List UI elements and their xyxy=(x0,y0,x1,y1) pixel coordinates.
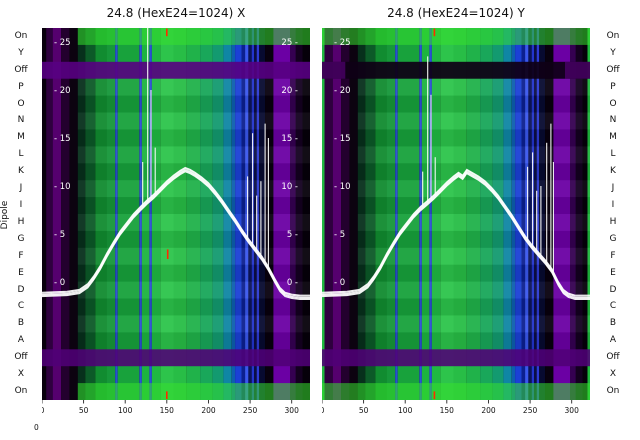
dipole-row-label: A xyxy=(609,335,617,346)
x-tick-label: 250 xyxy=(243,406,258,415)
y-inner-tick-left: - 25 xyxy=(334,38,351,48)
dipole-row-label: K xyxy=(610,166,616,177)
dipole-row-label: O xyxy=(609,98,617,109)
x-tick-label: 0 xyxy=(322,406,325,415)
dipole-row-label: X xyxy=(17,369,25,380)
dipole-row-label: E xyxy=(610,267,616,278)
dipole-row-label: H xyxy=(17,216,25,227)
x-tick-label: 100 xyxy=(118,406,133,415)
dipole-row-label: F xyxy=(610,250,616,261)
dipole-row-label: L xyxy=(18,149,24,160)
y-inner-tick-left: - 10 xyxy=(334,182,351,192)
dipole-row-label: P xyxy=(18,81,24,92)
y-inner-tick-right: 0 - xyxy=(287,278,298,288)
dipole-row-label: N xyxy=(17,115,25,126)
dipole-axis-right: On Y Off P O N M L K J I H G F E D C B A Off X On xyxy=(596,28,630,400)
y-inner-tick-right: 10 - xyxy=(281,182,298,192)
dipole-row-label: O xyxy=(17,98,25,109)
dipole-row-label: G xyxy=(609,233,617,244)
subplot-y: 24.8 (HexE24=1024) Y - 25 - 20 - 15 - 10 - 5… xyxy=(322,6,590,420)
dipole-row-label: On xyxy=(14,30,28,41)
heatmap-x-canvas: - 25 25 - - 20 20 - - 15 15 - - 10 10 - - 5 5 - - … xyxy=(42,28,310,415)
dipole-row-label: I xyxy=(19,200,23,211)
dipole-row-label: D xyxy=(17,284,25,295)
dipole-row-label: Y xyxy=(610,47,616,58)
dipole-row-label: A xyxy=(17,335,25,346)
dipole-row-label: B xyxy=(17,318,25,329)
dipole-row-label: C xyxy=(609,301,617,312)
dipole-row-label: Off xyxy=(606,352,620,363)
y-inner-tick-left: - 25 xyxy=(54,38,71,48)
y-inner-tick-left: - 5 xyxy=(54,230,65,240)
x-tick-label: 50 xyxy=(79,406,89,415)
x-tick-label: 50 xyxy=(359,406,369,415)
dipole-row-label: D xyxy=(609,284,617,295)
x-tick-label: 100 xyxy=(398,406,413,415)
y-inner-tick-right: 5 - xyxy=(287,230,298,240)
dipole-row-label: F xyxy=(18,250,24,261)
subplot-y-title: 24.8 (HexE24=1024) Y xyxy=(387,6,525,20)
heatmap-y-canvas: - 25 - 20 - 15 - 10 - 5 - 0 0 50 100 150 200 250 300 xyxy=(322,28,590,415)
dipole-row-label: Y xyxy=(18,47,24,58)
dipole-row-label: I xyxy=(611,200,615,211)
dipole-row-label: G xyxy=(17,233,25,244)
dipole-row-label: Off xyxy=(14,64,28,75)
dipole-row-label: J xyxy=(611,183,615,194)
y-inner-tick-right: 15 - xyxy=(281,134,298,144)
dipole-row-label: L xyxy=(610,149,616,160)
dipole-row-label: On xyxy=(606,385,620,396)
y-inner-tick-left: - 15 xyxy=(54,134,71,144)
y-inner-tick-left: - 20 xyxy=(54,86,71,96)
x-tick-label: 300 xyxy=(285,406,300,415)
dipole-row-label: M xyxy=(17,132,25,143)
dipole-row-label: On xyxy=(14,385,28,396)
y-inner-tick-left: - 5 xyxy=(334,230,345,240)
dipole-row-label: N xyxy=(609,115,617,126)
subplot-x-title: 24.8 (HexE24=1024) X xyxy=(106,6,246,20)
dipole-row-label: E xyxy=(18,267,24,278)
dipole-row-label: H xyxy=(609,216,617,227)
x-tick-label: 150 xyxy=(160,406,175,415)
y-inner-tick-left: - 10 xyxy=(54,182,71,192)
x-tick-label: 200 xyxy=(201,406,216,415)
x-tick-label: 300 xyxy=(565,406,580,415)
y-inner-tick-left: - 15 xyxy=(334,134,351,144)
dipole-row-label: B xyxy=(609,318,617,329)
dipole-axis-left: On Y Off P O N M L K J I H G F E D C B A Off X On xyxy=(6,28,36,400)
dipole-row-label: On xyxy=(606,30,620,41)
y-inner-tick-left: - 20 xyxy=(334,86,351,96)
dipole-row-label: Off xyxy=(14,352,28,363)
dipole-row-label: X xyxy=(609,369,617,380)
x-axis-origin-label: 0 xyxy=(34,423,39,432)
dipole-row-label: C xyxy=(17,301,25,312)
dipole-row-label: J xyxy=(19,183,23,194)
x-tick-label: 250 xyxy=(523,406,538,415)
x-tick-label: 150 xyxy=(440,406,455,415)
x-tick-label: 200 xyxy=(481,406,496,415)
y-inner-tick-right: 25 - xyxy=(281,38,298,48)
dipole-row-label: K xyxy=(18,166,24,177)
y-inner-tick-right: 20 - xyxy=(281,86,298,96)
subplot-x: 24.8 (HexE24=1024) X - 25 25 - - 20 20 - - 1… xyxy=(42,6,310,420)
x-tick-label: 0 xyxy=(42,406,45,415)
y-inner-tick-left: - 0 xyxy=(54,278,65,288)
dipole-row-label: M xyxy=(609,132,617,143)
dipole-row-label: P xyxy=(610,81,616,92)
dipole-row-label: Off xyxy=(606,64,620,75)
y-inner-tick-left: - 0 xyxy=(334,278,345,288)
